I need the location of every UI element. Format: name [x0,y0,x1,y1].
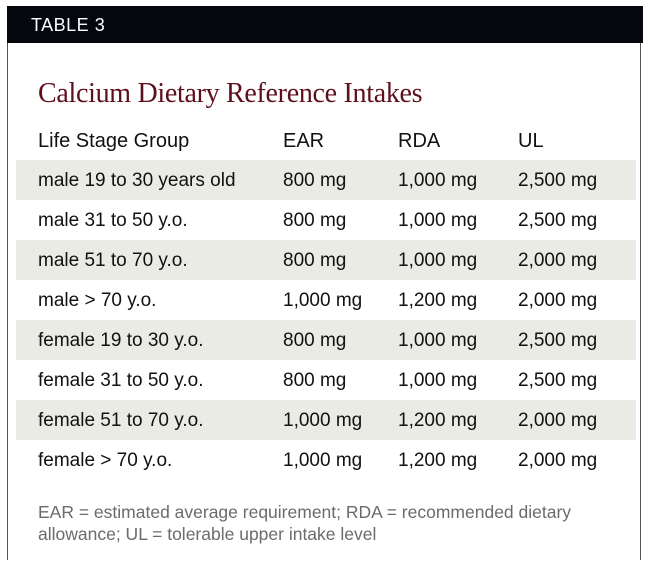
table-cell: 800 mg [283,210,347,231]
column-header: UL [518,130,544,152]
table-cell: 1,000 mg [398,330,478,351]
table-cell: 2,000 mg [518,290,598,311]
table-row: male > 70 y.o. 1,000 mg 1,200 mg 2,000 mg [16,280,636,320]
table-frame [7,7,641,560]
table-cell: 1,000 mg [283,410,363,431]
table-cell: 1,200 mg [398,290,478,311]
table-cell: 1,000 mg [398,370,478,391]
table-row: female 51 to 70 y.o. 1,000 mg 1,200 mg 2,00… [16,400,636,440]
table-row: female 31 to 50 y.o. 800 mg 1,000 mg 2,500 … [16,360,636,400]
table-row: male 19 to 30 years old 800 mg 1,000 mg 2,5… [16,160,636,200]
table-cell: female 31 to 50 y.o. [38,370,204,391]
table-cell: 800 mg [283,370,347,391]
table-row: female > 70 y.o. 1,000 mg 1,200 mg 2,000 mg [16,440,636,480]
table-title: Calcium Dietary Reference Intakes [38,78,423,109]
column-header: EAR [283,130,325,152]
table-cell: 2,000 mg [518,410,598,431]
table-cell: female 19 to 30 y.o. [38,330,204,351]
table-cell: 2,000 mg [518,450,598,471]
table-cell: 1,000 mg [398,210,478,231]
table-cell: 1,000 mg [283,450,363,471]
table-cell: 800 mg [283,170,347,191]
table-cell: male > 70 y.o. [38,290,157,311]
table-row: male 31 to 50 y.o. 800 mg 1,000 mg 2,500 mg [16,200,636,240]
table-cell: male 51 to 70 y.o. [38,250,188,271]
table-cell: 1,000 mg [398,170,478,191]
table-cell: 2,500 mg [518,370,598,391]
table-cell: 2,000 mg [518,250,598,271]
table-cell: male 31 to 50 y.o. [38,210,188,231]
table-row: male 51 to 70 y.o. 800 mg 1,000 mg 2,000 mg [16,240,636,280]
footnote: EAR = estimated average requirement; RDA… [38,502,572,544]
column-header: RDA [398,130,441,152]
table-cell: 1,200 mg [398,410,478,431]
table-cell: 800 mg [283,250,347,271]
table-row: female 19 to 30 y.o. 800 mg 1,000 mg 2,500 … [16,320,636,360]
table-header-row: Life Stage Group EAR RDA UL [16,120,636,160]
table-cell: 800 mg [283,330,347,351]
table-cell: 2,500 mg [518,210,598,231]
column-header: Life Stage Group [38,130,190,152]
table-cell: 1,000 mg [398,250,478,271]
table-label: TABLE 3 [31,15,106,35]
table-cell: 1,200 mg [398,450,478,471]
table-label-bar: TABLE 3 [7,6,643,43]
table-cell: female 51 to 70 y.o. [38,410,204,431]
table-cell: male 19 to 30 years old [38,170,236,191]
table-cell: female > 70 y.o. [38,450,173,471]
table-cell: 2,500 mg [518,170,598,191]
table-cell: 2,500 mg [518,330,598,351]
table-cell: 1,000 mg [283,290,363,311]
